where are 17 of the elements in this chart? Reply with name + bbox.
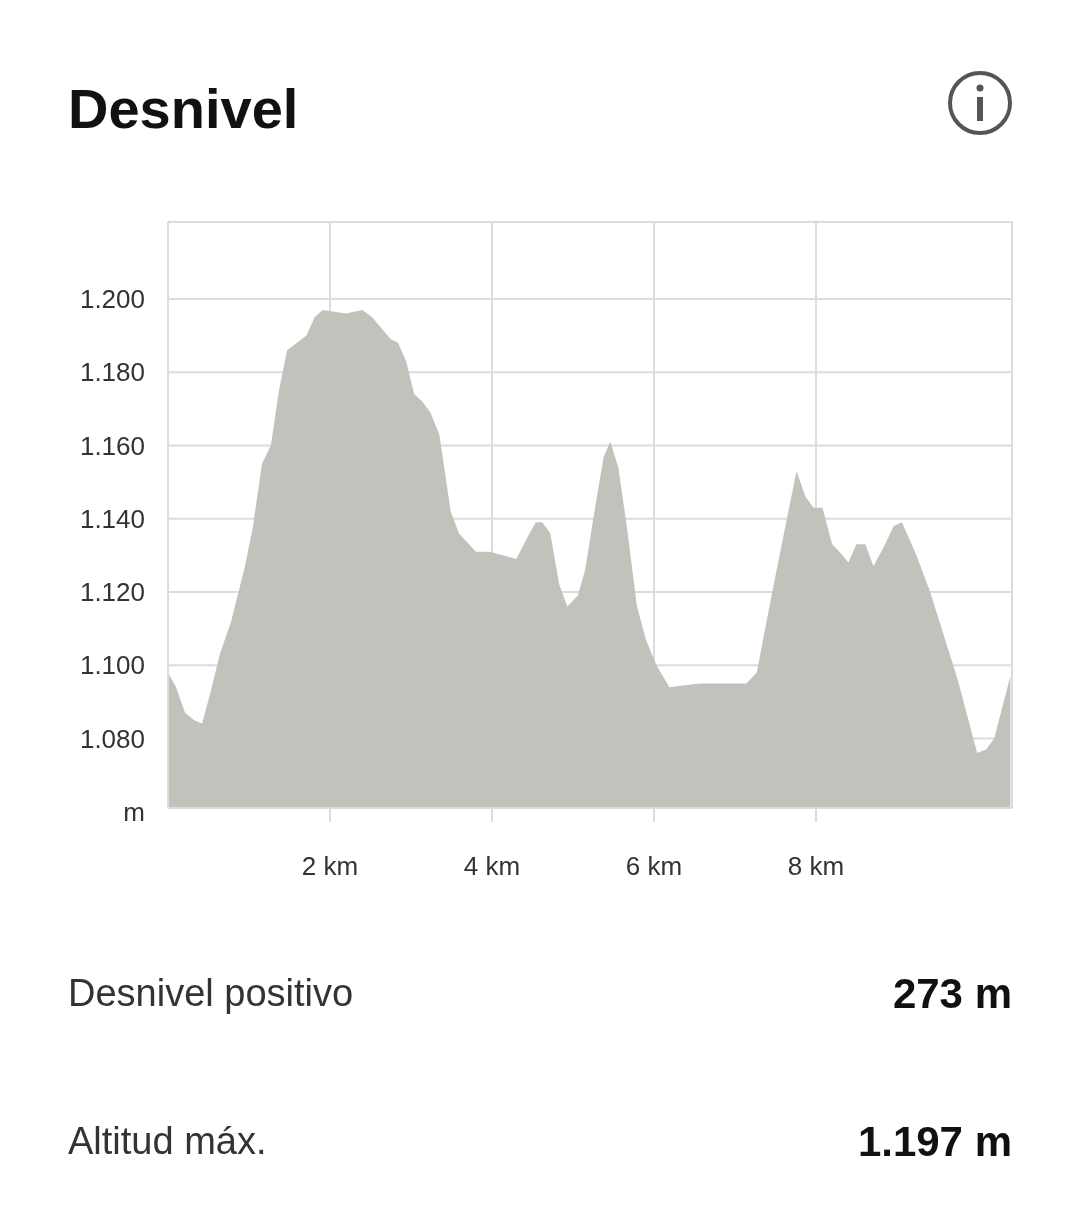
x-tick-label: 8 km <box>787 851 845 881</box>
y-axis-title: m <box>123 797 145 828</box>
y-tick-label: 1.080 <box>79 723 145 754</box>
text: 1.197 m <box>857 1118 1012 1165</box>
y-tick-label: 1.180 <box>79 357 145 388</box>
y-tick-label: 1.200 <box>79 284 145 315</box>
text: Desnivel positivo <box>68 972 354 1014</box>
y-tick-label: 1.140 <box>79 503 145 534</box>
y-tick-label: 1.100 <box>79 650 145 681</box>
y-tick-label: 1.120 <box>79 577 145 608</box>
x-tick-label: 2 km <box>301 851 359 881</box>
chart-title: Desnivel <box>68 77 299 140</box>
text: Altitud máx. <box>68 1120 267 1162</box>
text: 273 m <box>892 970 1012 1017</box>
x-tick-label: 6 km <box>625 851 683 881</box>
x-tick-label: 4 km <box>463 851 521 881</box>
y-tick-label: 1.160 <box>79 430 145 461</box>
